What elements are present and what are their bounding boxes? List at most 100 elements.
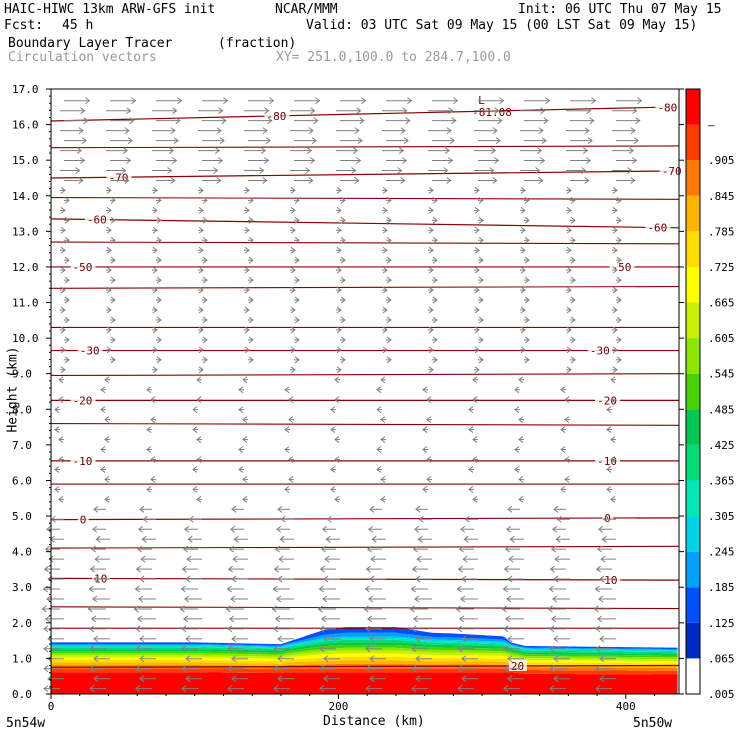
vector-arrowhead [366, 545, 373, 553]
vector-arrowhead [135, 685, 141, 693]
vector-arrowhead [456, 585, 462, 593]
vector-arrowhead [630, 127, 636, 135]
vector-arrowhead [492, 127, 498, 135]
vector-arrowhead [376, 406, 382, 414]
vector-arrowhead [44, 615, 51, 623]
vector-arrowhead [325, 535, 331, 543]
vector-arrowhead [386, 356, 392, 364]
vector-arrowhead [402, 107, 408, 115]
colorbar-label: – [708, 119, 715, 132]
vector-arrowhead [606, 426, 612, 433]
vector-arrowhead [152, 346, 158, 354]
vector-arrowhead [549, 665, 555, 673]
vector-arrowhead [472, 456, 478, 463]
vector-arrowhead [464, 515, 470, 523]
colorbar-label: .185 [708, 581, 735, 594]
vector-arrowhead [553, 575, 559, 583]
vector-arrowhead [227, 665, 233, 673]
vector-arrowhead [596, 545, 603, 553]
vector-arrowhead [202, 356, 208, 364]
vector-arrowhead [507, 675, 513, 683]
vector-arrowhead [323, 675, 329, 683]
colorbar-label: .725 [708, 261, 735, 274]
vector-arrowhead [432, 316, 438, 324]
contour-label-bg [77, 513, 89, 525]
vector-arrowhead [230, 525, 236, 533]
vector-arrowhead [60, 266, 66, 274]
vector-arrowhead [336, 366, 342, 374]
vector-arrowhead [104, 495, 110, 503]
vector-arrowhead [428, 286, 434, 294]
colorbar-swatch [686, 89, 700, 125]
vector-arrowhead [150, 396, 156, 404]
vector-arrowhead [376, 446, 382, 453]
contour-label-bg [587, 344, 613, 356]
vector-arrowhead [340, 316, 346, 324]
vector-arrowhead [432, 216, 438, 224]
vector-arrowhead [126, 107, 132, 115]
vector-arrowhead [202, 216, 208, 224]
tracer-band-7 [51, 647, 678, 660]
vector-arrowhead [428, 246, 434, 254]
vector-arrowhead [474, 366, 480, 374]
vector-arrowhead [448, 157, 454, 164]
vector-arrowhead [288, 416, 294, 424]
vector-arrowhead [365, 665, 371, 673]
vector-arrowhead [288, 396, 294, 404]
vector-arrowhead [181, 665, 187, 673]
vector-arrowhead [196, 376, 202, 384]
vector-arrowhead [468, 466, 474, 473]
vector-arrowhead [365, 565, 371, 573]
vector-arrowhead [320, 615, 327, 623]
tracer-band-12 [51, 636, 678, 651]
vector-arrowhead [478, 296, 484, 304]
vector-arrowhead [606, 485, 612, 493]
vector-arrowhead [357, 137, 363, 145]
vector-arrowhead [278, 555, 284, 563]
vector-arrowhead [185, 675, 191, 683]
vector-arrowhead [273, 665, 279, 673]
vector-arrowhead [514, 446, 520, 453]
vector-arrowhead [494, 157, 500, 164]
vector-arrowhead [221, 117, 227, 125]
colorbar-label: .665 [708, 297, 735, 310]
vector-arrowhead [461, 655, 467, 663]
vector-arrowhead [426, 456, 432, 463]
colorbar-swatch [686, 444, 700, 481]
vector-arrowhead [94, 555, 100, 563]
colorbar-label: .845 [708, 190, 735, 203]
vector-arrowhead [538, 127, 544, 135]
vector-arrowhead [455, 605, 461, 613]
vector-arrowhead [461, 575, 467, 583]
vector-arrowhead [290, 366, 296, 374]
vector-arrowhead [126, 157, 132, 164]
vector-arrowhead [524, 316, 530, 324]
vector-arrowhead [382, 286, 388, 294]
vector-arrowhead [601, 535, 607, 543]
vector-arrowhead [415, 675, 421, 683]
vector-arrowhead [586, 157, 592, 164]
vector-arrowhead [457, 565, 463, 573]
vector-arrowhead [89, 625, 95, 633]
vector-arrowhead [457, 665, 463, 673]
vector-arrowhead [322, 525, 328, 533]
vector-arrowhead [336, 226, 342, 234]
vector-arrowhead [616, 216, 622, 224]
vector-arrowhead [58, 376, 64, 384]
x-tick-label: 400 [616, 700, 636, 713]
vector-arrowhead [106, 246, 112, 254]
vector-arrowhead [520, 246, 526, 254]
y-tick-label: 17.0 [12, 83, 39, 96]
org-label: NCAR/MMM [275, 2, 338, 17]
vector-arrowhead [202, 196, 208, 204]
cross-section-endpoints: XY= 251.0,100.0 to 284.7,100.0 [276, 50, 511, 65]
vector-arrowhead [43, 645, 49, 653]
vector-arrowhead [218, 107, 224, 115]
vector-arrowhead [305, 167, 311, 174]
vector-arrowhead [610, 396, 616, 404]
vector-arrowhead [497, 117, 503, 125]
contour-label-bg [264, 110, 290, 122]
vector-arrowhead [317, 605, 323, 613]
vector-arrowhead [170, 177, 176, 184]
vector-arrowhead [274, 615, 281, 623]
